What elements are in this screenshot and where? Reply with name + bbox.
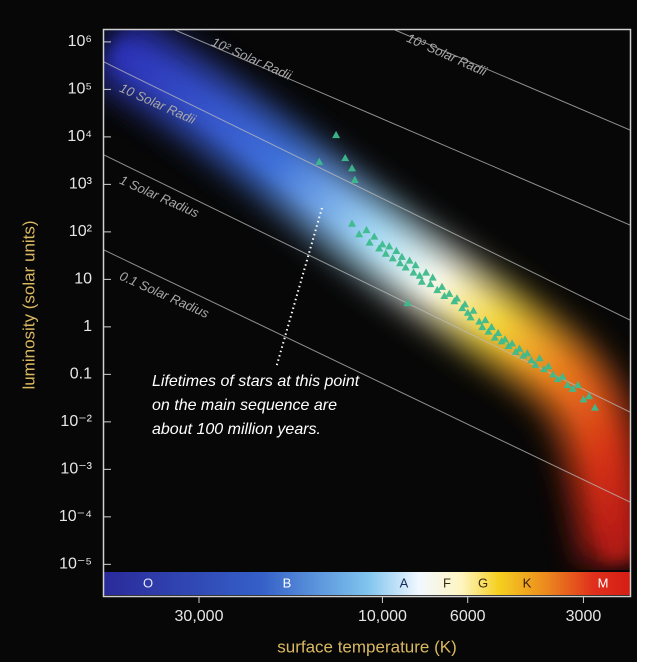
y-tick-label: 10⁻⁴: [59, 508, 92, 525]
spectral-class: M: [598, 575, 609, 590]
chart: 10² Solar Radii 10³ Solar Radii 10 Solar…: [0, 0, 646, 665]
annotation: on the main sequence are: [152, 397, 337, 414]
spectral-class: G: [478, 575, 488, 590]
x-tick-label: 30,000: [175, 608, 224, 625]
spectral-bar: [104, 572, 630, 595]
page: {"chart_data": { "type": "scatter", "xsc…: [0, 0, 646, 665]
y-tick-label: 10³: [69, 176, 93, 193]
y-tick-label: 10⁻³: [60, 461, 92, 478]
y-tick-label: 10⁻²: [60, 413, 92, 430]
spectral-class: O: [143, 575, 153, 590]
spectral-class: F: [443, 575, 451, 590]
y-tick-label: 10⁻⁵: [59, 556, 92, 573]
y-tick-label: 1: [83, 318, 92, 335]
y-tick-label: 10⁵: [68, 81, 92, 98]
y-tick-label: 10⁴: [67, 128, 92, 145]
annotation: about 100 million years.: [152, 421, 321, 438]
x-tick-label: 6000: [450, 608, 486, 625]
annotation: Lifetimes of stars at this point: [152, 373, 360, 390]
y-tick-label: 10⁶: [68, 33, 92, 50]
x-axis-title: surface temperature (K): [277, 637, 457, 656]
y-tick-label: 0.1: [70, 366, 92, 383]
x-tick-label: 10,000: [358, 608, 407, 625]
y-axis-title: luminosity (solar units): [19, 220, 38, 389]
spectral-class: K: [523, 575, 532, 590]
x-tick-label: 3000: [566, 608, 602, 625]
y-tick-label: 10²: [69, 223, 93, 240]
y-tick-label: 10: [74, 271, 92, 288]
spectral-class: B: [283, 575, 292, 590]
spectral-class: A: [400, 575, 409, 590]
